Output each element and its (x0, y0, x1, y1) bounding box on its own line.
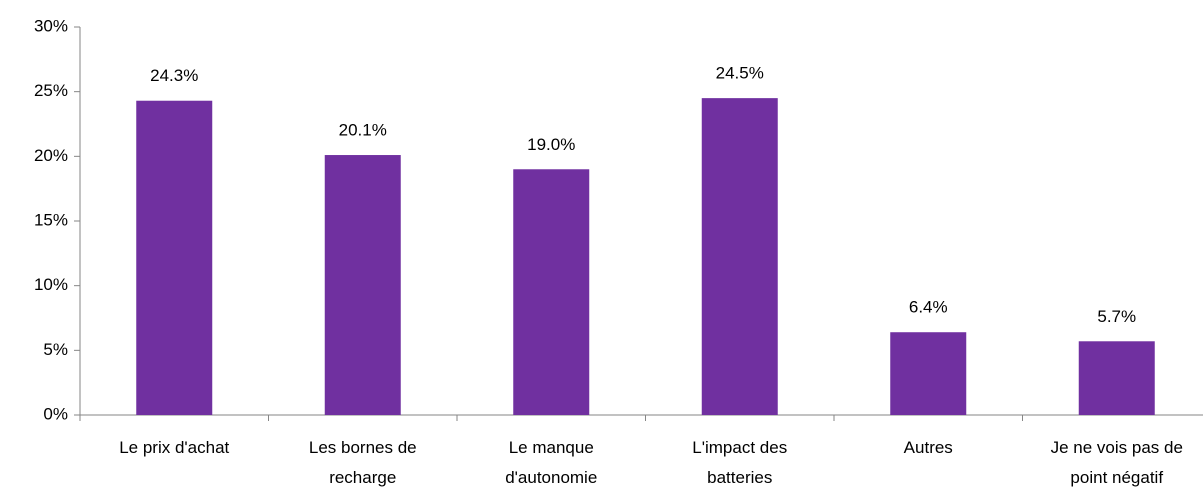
y-tick-label: 0% (43, 404, 68, 423)
y-tick-label: 15% (34, 210, 68, 229)
x-tick-label-line: point négatif (1070, 468, 1163, 487)
data-label: 5.7% (1097, 307, 1136, 326)
x-tick-label-line: Les bornes de (309, 438, 417, 457)
bar (136, 100, 213, 415)
x-tick-label-line: Autres (904, 438, 953, 457)
x-tick-label-line: Le prix d'achat (119, 438, 229, 457)
x-tick-label: L'impact des batteries (692, 438, 787, 487)
x-tick-label-line: Je ne vois pas de (1051, 438, 1183, 457)
x-tick-label: Je ne vois pas de point négatif (1051, 438, 1183, 487)
data-label: 20.1% (339, 121, 387, 140)
y-tick-label: 25% (34, 81, 68, 100)
x-tick-label: Le manque d'autonomie (505, 438, 597, 487)
x-tick-label: Autres (904, 438, 953, 457)
y-tick-label: 5% (43, 340, 68, 359)
data-label: 24.5% (716, 64, 764, 83)
data-label: 24.3% (150, 66, 198, 85)
x-tick-label: Les bornes de recharge (309, 438, 417, 487)
x-tick-label-line: L'impact des (692, 438, 787, 457)
bar (701, 98, 778, 415)
x-tick-label-line: d'autonomie (505, 468, 597, 487)
bar (513, 169, 590, 415)
y-tick-label: 10% (34, 275, 68, 294)
x-tick-label-line: batteries (707, 468, 772, 487)
x-tick-label-line: Le manque (509, 438, 594, 457)
data-label: 19.0% (527, 135, 575, 154)
y-tick-label: 30% (34, 16, 68, 35)
data-label: 6.4% (909, 298, 948, 317)
y-tick-label: 20% (34, 146, 68, 165)
x-tick-label-line: recharge (329, 468, 396, 487)
x-tick-label: Le prix d'achat (119, 438, 229, 457)
bar (324, 155, 401, 416)
bar (1078, 341, 1155, 415)
bar (890, 332, 967, 415)
